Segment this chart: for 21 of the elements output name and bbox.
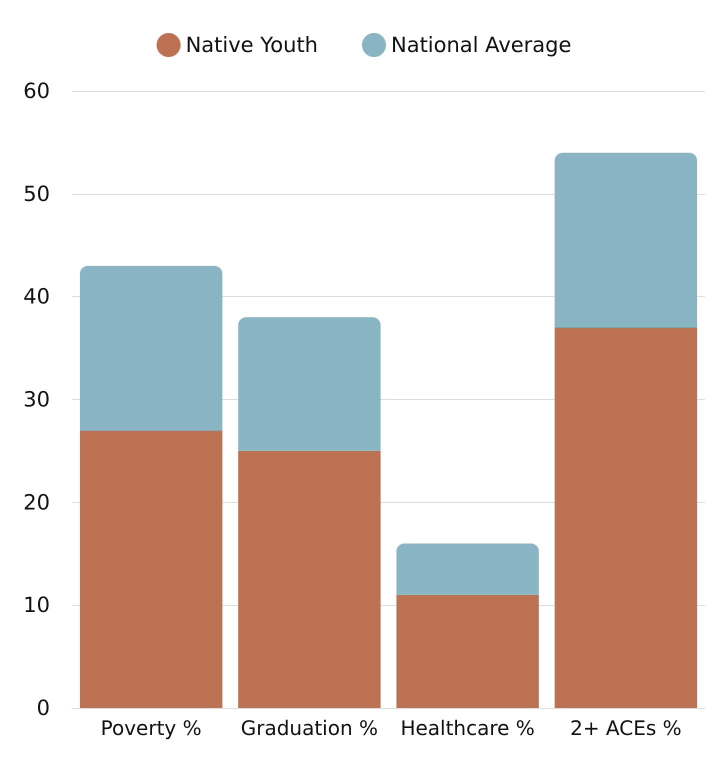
bar [554,328,698,708]
bar [80,430,222,708]
y-tick-label: 10 [23,593,50,618]
y-tick-label: 20 [23,490,50,514]
bar [396,594,539,708]
x-tick-label: Poverty % [100,716,202,740]
y-tick-label: 40 [23,284,50,309]
bar [396,543,539,595]
y-tick-label: 60 [23,79,50,103]
bar [80,266,222,430]
x-tick-label: 2+ ACEs % [570,716,682,740]
bar [238,317,381,451]
y-tick-label: 0 [36,696,50,720]
bar [238,450,381,708]
bar [554,152,698,328]
y-tick-label: 30 [23,388,50,412]
y-tick-label: 50 [23,182,50,206]
legend-label: Native Youth [186,33,318,57]
legend-label: National Average [390,33,572,57]
x-tick-label: Healthcare % [400,716,535,740]
x-tick-label: Graduation % [240,716,378,740]
